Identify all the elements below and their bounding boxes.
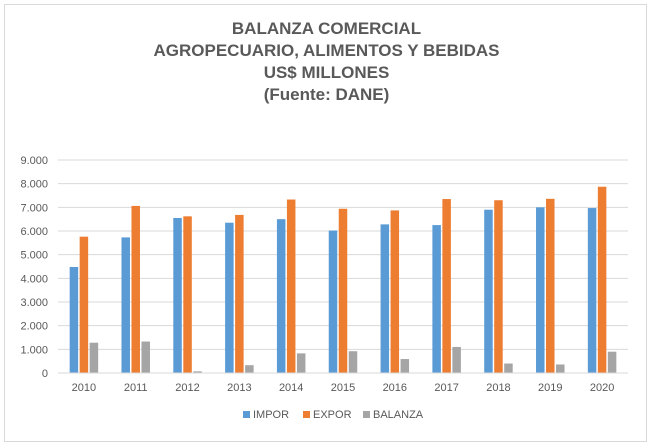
y-tick-label: 5.000 [20,250,48,262]
bars [69,186,617,373]
bar-impor-2016 [380,224,390,373]
x-axis: 2010 2011 2012 2013 2014 2015 2016 2017 2018 2019… [58,372,628,394]
bar-balanza-2018 [504,363,513,373]
bar-balanza-2015 [348,351,358,373]
bar-expor-2015 [338,208,348,373]
bar-balanza-2016 [400,359,410,373]
bar-expor-2010 [79,236,89,373]
y-tick-label: 9.000 [20,155,48,167]
x-tick-label: 2011 [124,382,148,394]
bar-impor-2019 [536,207,545,373]
bar-expor-2014 [286,199,296,373]
bar-balanza-2017 [452,346,461,373]
x-tick-label: 2017 [434,382,458,394]
bar-expor-2017 [442,199,451,373]
bar-impor-2020 [587,208,597,373]
bar-balanza-2012 [193,371,202,373]
bar-expor-2019 [546,198,555,373]
bar-impor-2012 [173,217,182,373]
y-tick-label: 7.000 [20,202,48,214]
title-line-4: (Fuente: DANE) [263,85,390,104]
bar-impor-2014 [276,219,286,373]
x-tick-label: 2013 [227,382,251,394]
bar-expor-2011 [131,205,140,373]
bar-impor-2011 [121,237,130,373]
legend-swatch-impor [243,411,250,418]
y-tick-label: 8.000 [20,179,48,191]
bar-expor-2018 [494,200,503,373]
chart-title: BALANZA COMERCIAL AGROPECUARIO, ALIMENTO… [0,18,653,106]
bar-balanza-2020 [607,351,617,373]
bar-impor-2018 [484,209,493,373]
x-tick-label: 2015 [331,382,355,394]
bar-expor-2020 [597,186,607,373]
x-tick-label: 2016 [383,382,407,394]
y-tick-label: 1.000 [20,344,48,356]
title-line-3: US$ MILLONES [263,63,390,82]
x-tick-label: 2020 [590,382,614,394]
y-tick-label: 6.000 [20,226,48,238]
legend: IMPOR EXPOR BALANZA [243,409,424,421]
bar-balanza-2011 [141,341,150,373]
x-tick-label: 2010 [72,382,96,394]
legend-label-balanza: BALANZA [373,409,424,421]
bar-expor-2016 [390,210,400,373]
legend-label-impor: IMPOR [253,409,289,421]
y-tick-label: 4.000 [20,273,48,285]
bar-balanza-2019 [556,364,565,373]
bar-impor-2017 [432,225,441,373]
bar-impor-2015 [328,230,338,373]
bar-balanza-2014 [296,353,306,373]
x-tick-label: 2018 [486,382,510,394]
bar-expor-2012 [183,216,192,373]
title-line-1: BALANZA COMERCIAL [231,19,422,38]
legend-swatch-expor [303,411,310,418]
bar-balanza-2010 [89,342,99,373]
y-tick-label: 3.000 [20,297,48,309]
y-tick-label: 0 [42,368,48,380]
title-line-2: AGROPECUARIO, ALIMENTOS Y BEBIDAS [153,41,500,60]
bar-balanza-2013 [245,365,254,373]
legend-label-expor: EXPOR [313,409,352,421]
bar-expor-2013 [235,214,244,373]
x-tick-label: 2019 [538,382,562,394]
y-axis: 0 1.000 2.000 3.000 4.000 5.000 6.000 7.000 8.00… [20,155,48,380]
x-tick-label: 2012 [175,382,199,394]
y-tick-label: 2.000 [20,321,48,333]
bar-impor-2010 [69,266,79,373]
legend-swatch-balanza [363,411,370,418]
bar-impor-2013 [225,222,234,373]
x-tick-label: 2014 [279,382,303,394]
